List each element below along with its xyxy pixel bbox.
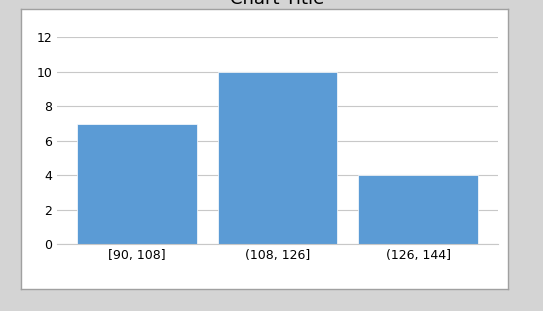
Bar bbox=[77, 124, 197, 244]
Bar bbox=[358, 175, 478, 244]
Title: Chart Title: Chart Title bbox=[230, 0, 325, 8]
Bar bbox=[218, 72, 337, 244]
